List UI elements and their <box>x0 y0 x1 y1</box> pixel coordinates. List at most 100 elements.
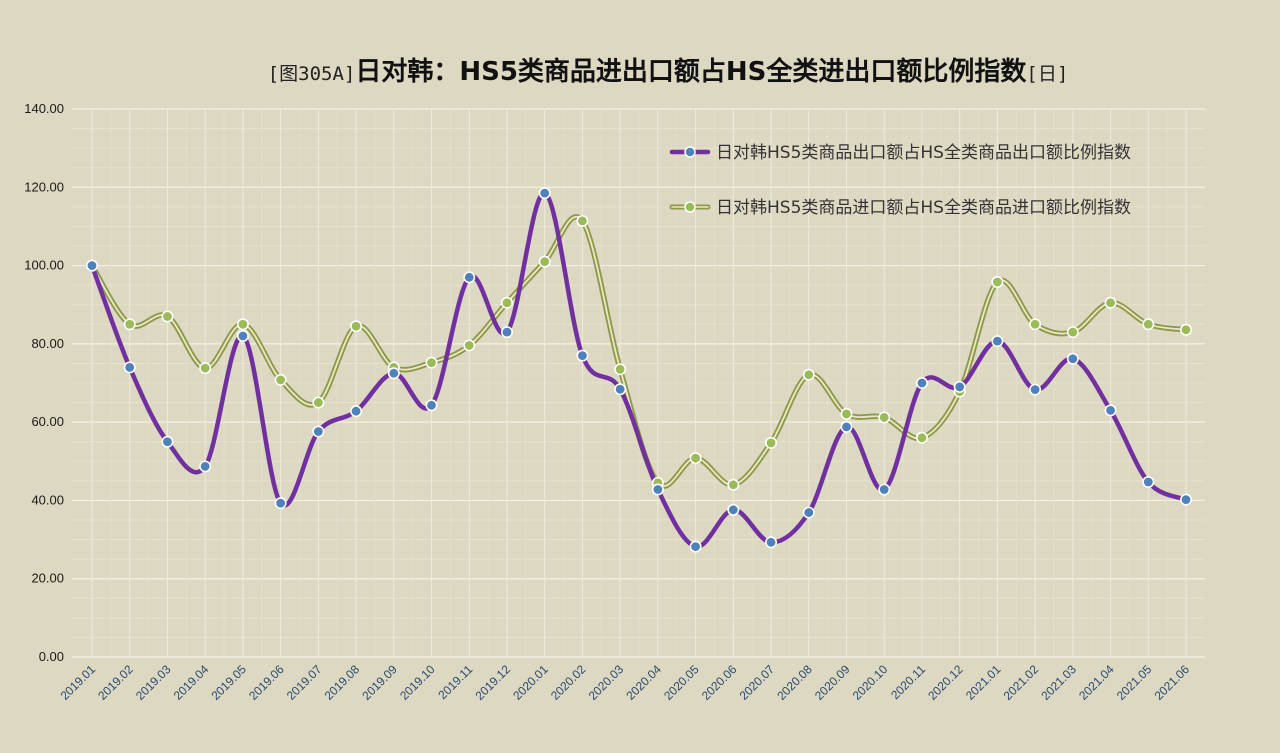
x-tick-label: 2019.08 <box>322 662 363 703</box>
chart-title: [图305A]日对韩：HS5类商品进出口额占HS全类进出口额比例指数[日] <box>268 56 1069 87</box>
chart-title-main: 日对韩：HS5类商品进出口额占HS全类进出口额比例指数 <box>355 56 1027 87</box>
x-tick-label: 2020.07 <box>737 662 778 703</box>
data-point-export <box>161 435 174 448</box>
y-tick-label: 40.00 <box>31 492 64 507</box>
x-tick-label: 2019.11 <box>435 662 475 702</box>
y-axis: 0.00 20.00 40.00 60.00 80.00 100.00 120.00 140.… <box>24 101 64 664</box>
data-point-import <box>1180 323 1193 336</box>
x-tick-label: 2020.08 <box>774 662 815 703</box>
x-tick-label: 2021.04 <box>1076 662 1117 703</box>
data-point-export <box>312 425 325 438</box>
data-point-import <box>236 318 249 331</box>
data-point-import <box>991 276 1004 289</box>
legend-swatch-import-marker <box>684 201 696 213</box>
series-markers <box>86 187 1193 553</box>
data-point-import <box>538 255 551 268</box>
data-point-export <box>878 483 891 496</box>
data-point-export <box>840 420 853 433</box>
data-point-export <box>953 380 966 393</box>
data-point-import <box>765 436 778 449</box>
x-tick-label: 2019.09 <box>359 662 400 703</box>
x-tick-label: 2019.01 <box>58 662 99 703</box>
x-tick-label: 2021.02 <box>1001 662 1042 703</box>
x-tick-label: 2019.05 <box>208 662 249 703</box>
data-point-export <box>387 367 400 380</box>
data-point-import <box>915 431 928 444</box>
legend: 日对韩HS5类商品出口额占HS全类商品出口额比例指数 日对韩HS5类商品进口额占… <box>669 143 1131 218</box>
data-point-export <box>614 383 627 396</box>
legend-swatch-export-marker <box>684 146 696 158</box>
data-point-export <box>86 259 99 272</box>
y-tick-label: 0.00 <box>39 649 64 664</box>
data-point-import <box>350 320 363 333</box>
grid <box>72 108 1205 658</box>
y-tick-label: 140.00 <box>24 101 64 116</box>
data-point-import <box>161 310 174 323</box>
x-tick-label: 2020.06 <box>699 662 740 703</box>
legend-item-import: 日对韩HS5类商品进口额占HS全类商品进口额比例指数 <box>669 198 1131 218</box>
data-point-import <box>878 411 891 424</box>
legend-label-import: 日对韩HS5类商品进口额占HS全类商品进口额比例指数 <box>716 198 1131 218</box>
data-point-import <box>1029 318 1042 331</box>
data-point-export <box>1104 404 1117 417</box>
data-point-import <box>727 478 740 491</box>
data-point-export <box>1066 352 1079 365</box>
y-tick-label: 20.00 <box>31 571 64 586</box>
data-point-import <box>274 373 287 386</box>
y-tick-label: 60.00 <box>31 414 64 429</box>
x-tick-label: 2021.06 <box>1152 662 1193 703</box>
x-tick-label: 2019.02 <box>95 662 136 703</box>
x-tick-label: 2021.05 <box>1114 662 1155 703</box>
data-point-export <box>500 326 513 339</box>
x-tick-label: 2020.01 <box>510 662 551 703</box>
series-line-export <box>89 190 1187 549</box>
x-tick-label: 2020.02 <box>548 662 589 703</box>
data-point-export <box>576 349 589 362</box>
x-tick-label: 2020.09 <box>812 662 853 703</box>
data-point-export <box>915 376 928 389</box>
x-tick-label: 2020.10 <box>850 662 891 703</box>
data-point-export <box>1142 476 1155 489</box>
x-tick-label: 2020.04 <box>623 662 664 703</box>
data-point-export <box>350 405 363 418</box>
x-tick-label: 2019.06 <box>246 662 287 703</box>
data-point-export <box>689 540 702 553</box>
x-tick-label: 2020.12 <box>925 662 966 703</box>
data-point-export <box>1180 493 1193 506</box>
y-tick-label: 100.00 <box>24 258 64 273</box>
data-point-export <box>425 399 438 412</box>
x-tick-label: 2019.10 <box>397 662 438 703</box>
data-point-import <box>1066 326 1079 339</box>
data-point-import <box>689 452 702 465</box>
data-point-import <box>840 407 853 420</box>
data-point-export <box>236 330 249 343</box>
data-point-import <box>199 362 212 375</box>
data-point-import <box>1142 318 1155 331</box>
chart-title-suffix: [日] <box>1026 63 1068 85</box>
x-tick-label: 2020.05 <box>661 662 702 703</box>
x-tick-label: 2021.01 <box>963 662 1004 703</box>
data-point-import <box>463 339 476 352</box>
data-point-export <box>651 483 664 496</box>
x-tick-label: 2021.03 <box>1038 662 1079 703</box>
data-point-import <box>500 296 513 309</box>
x-axis: 2019.012019.022019.032019.042019.052019.… <box>58 662 1193 703</box>
y-tick-label: 80.00 <box>31 336 64 351</box>
data-point-import <box>614 363 627 376</box>
data-point-export <box>538 187 551 200</box>
legend-item-export: 日对韩HS5类商品出口额占HS全类商品出口额比例指数 <box>669 143 1131 163</box>
x-tick-label: 2019.04 <box>171 662 212 703</box>
x-tick-label: 2019.12 <box>473 662 514 703</box>
data-point-import <box>312 396 325 409</box>
x-tick-label: 2019.03 <box>133 662 174 703</box>
x-tick-label: 2020.03 <box>586 662 627 703</box>
data-point-import <box>123 318 136 331</box>
data-point-export <box>1029 383 1042 396</box>
data-point-import <box>802 368 815 381</box>
data-point-import <box>576 214 589 227</box>
data-point-export <box>463 271 476 284</box>
data-point-export <box>727 503 740 516</box>
data-point-export <box>765 536 778 549</box>
